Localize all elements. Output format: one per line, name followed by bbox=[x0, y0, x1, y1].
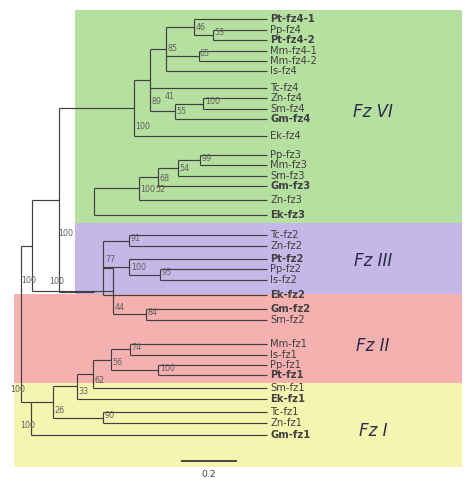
Text: 41: 41 bbox=[165, 92, 175, 100]
Text: Gm-fz4: Gm-fz4 bbox=[270, 114, 310, 124]
Text: Mm-fz4-2: Mm-fz4-2 bbox=[270, 56, 317, 66]
Bar bbox=[15, 294, 462, 384]
Text: 55: 55 bbox=[177, 107, 187, 116]
Text: 90: 90 bbox=[105, 411, 115, 420]
Text: 85: 85 bbox=[167, 44, 177, 53]
Text: Fz VI: Fz VI bbox=[353, 102, 393, 121]
Text: Gm-fz3: Gm-fz3 bbox=[270, 181, 310, 191]
Text: Mm-fz3: Mm-fz3 bbox=[270, 160, 307, 170]
Text: 46: 46 bbox=[195, 23, 205, 32]
Text: 84: 84 bbox=[147, 308, 157, 317]
Text: 44: 44 bbox=[114, 302, 124, 312]
Text: Sm-fz2: Sm-fz2 bbox=[270, 314, 305, 325]
Text: Fz I: Fz I bbox=[359, 422, 387, 440]
Text: Zn-fz4: Zn-fz4 bbox=[270, 93, 302, 103]
Text: Is-fz1: Is-fz1 bbox=[270, 350, 297, 360]
Text: Tc-fz2: Tc-fz2 bbox=[270, 230, 299, 241]
Text: 99: 99 bbox=[202, 154, 212, 163]
Text: 0.2: 0.2 bbox=[201, 470, 216, 479]
Text: 100: 100 bbox=[160, 364, 175, 372]
Text: 91: 91 bbox=[131, 234, 141, 243]
Text: 89: 89 bbox=[152, 97, 162, 106]
Text: Mm-fz1: Mm-fz1 bbox=[270, 339, 307, 349]
Text: Fz III: Fz III bbox=[354, 252, 392, 270]
Text: 100: 100 bbox=[131, 263, 146, 272]
Text: 77: 77 bbox=[105, 255, 115, 264]
Text: Is-fz4: Is-fz4 bbox=[270, 66, 297, 76]
Text: 100: 100 bbox=[140, 185, 155, 194]
Text: Gm-fz1: Gm-fz1 bbox=[270, 430, 310, 440]
Text: 52: 52 bbox=[155, 185, 165, 194]
Text: Pt-fz4-1: Pt-fz4-1 bbox=[270, 14, 315, 24]
Text: Gm-fz2: Gm-fz2 bbox=[270, 304, 310, 314]
Text: Pp-fz2: Pp-fz2 bbox=[270, 265, 301, 274]
Text: Zn-fz3: Zn-fz3 bbox=[270, 195, 302, 204]
Text: Pp-fz1: Pp-fz1 bbox=[270, 360, 301, 370]
Text: 100: 100 bbox=[136, 122, 150, 131]
Text: 100: 100 bbox=[49, 277, 64, 286]
Text: 100: 100 bbox=[20, 421, 36, 430]
Text: 56: 56 bbox=[113, 358, 123, 368]
Text: 26: 26 bbox=[55, 406, 65, 415]
Bar bbox=[15, 384, 462, 467]
Bar bbox=[75, 10, 462, 223]
Bar bbox=[75, 223, 462, 294]
Text: Tc-fz4: Tc-fz4 bbox=[270, 83, 299, 93]
Text: Sm-fz4: Sm-fz4 bbox=[270, 104, 305, 114]
Text: 74: 74 bbox=[132, 343, 142, 352]
Text: Pt-fz4-2: Pt-fz4-2 bbox=[270, 35, 315, 45]
Text: 68: 68 bbox=[160, 174, 170, 184]
Text: Ek-fz3: Ek-fz3 bbox=[270, 210, 305, 220]
Text: Pp-fz3: Pp-fz3 bbox=[270, 150, 301, 160]
Text: Ek-fz4: Ek-fz4 bbox=[270, 131, 301, 141]
Text: Zn-fz1: Zn-fz1 bbox=[270, 418, 302, 428]
Text: Pt-fz2: Pt-fz2 bbox=[270, 254, 304, 264]
Text: 95: 95 bbox=[161, 268, 172, 277]
Text: 100: 100 bbox=[205, 97, 219, 106]
Text: 54: 54 bbox=[180, 164, 190, 173]
Text: 100: 100 bbox=[10, 385, 25, 394]
Text: Tc-fz1: Tc-fz1 bbox=[270, 407, 299, 417]
Text: Sm-fz1: Sm-fz1 bbox=[270, 383, 305, 393]
Text: Mm-fz4-1: Mm-fz4-1 bbox=[270, 45, 317, 56]
Text: Pp-fz4: Pp-fz4 bbox=[270, 25, 301, 35]
Text: Fz II: Fz II bbox=[356, 337, 390, 355]
Text: Ek-fz2: Ek-fz2 bbox=[270, 290, 305, 300]
Text: Zn-fz2: Zn-fz2 bbox=[270, 241, 302, 251]
Text: 53: 53 bbox=[214, 28, 224, 37]
Text: Sm-fz3: Sm-fz3 bbox=[270, 171, 305, 181]
Text: Is-fz2: Is-fz2 bbox=[270, 275, 297, 285]
Text: 100: 100 bbox=[21, 275, 36, 284]
Text: 65: 65 bbox=[200, 49, 210, 58]
Text: 33: 33 bbox=[78, 387, 88, 396]
Text: 62: 62 bbox=[94, 376, 104, 385]
Text: Ek-fz1: Ek-fz1 bbox=[270, 394, 305, 404]
Text: 100: 100 bbox=[58, 229, 73, 238]
Text: Pt-fz1: Pt-fz1 bbox=[270, 370, 304, 381]
